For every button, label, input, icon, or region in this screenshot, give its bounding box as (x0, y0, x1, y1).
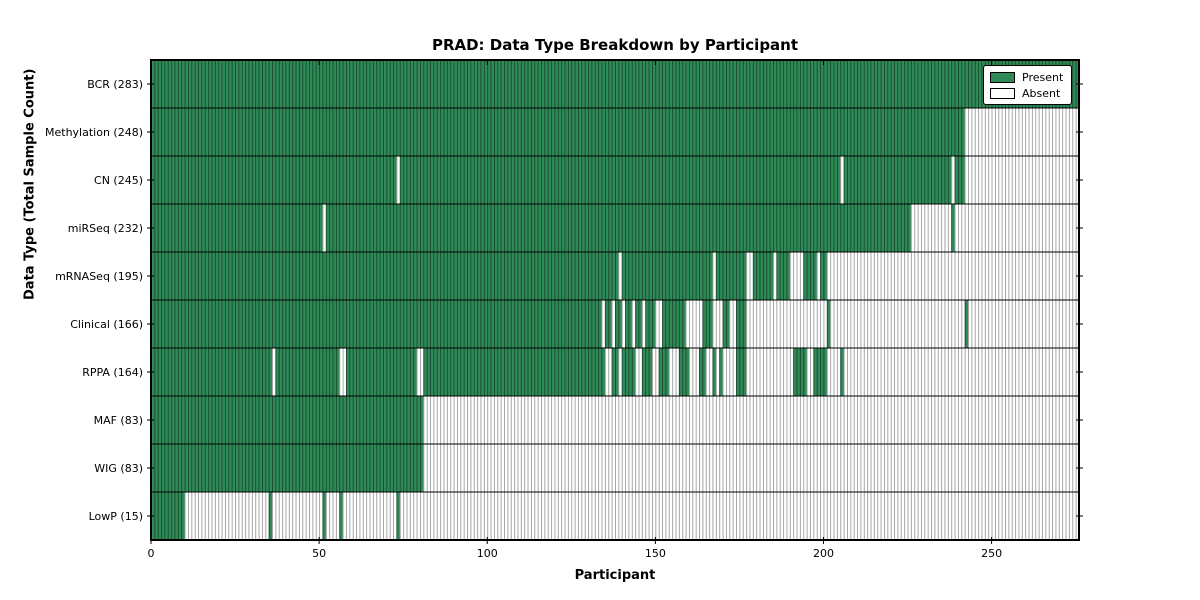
present-segment (151, 300, 602, 348)
present-segment (954, 156, 965, 204)
present-segment (719, 348, 723, 396)
present-segment (151, 396, 424, 444)
x-tick-label: 100 (477, 547, 498, 560)
present-segment (423, 348, 605, 396)
present-segment (615, 300, 622, 348)
x-tick-label: 250 (981, 547, 1002, 560)
present-segment (702, 300, 713, 348)
present-segment (396, 492, 400, 540)
legend-present-label: Present (1022, 70, 1064, 84)
present-segment (339, 492, 343, 540)
row-label: RPPA (164) (82, 366, 143, 379)
present-segment (151, 252, 619, 300)
legend-entry-absent: Absent (990, 86, 1065, 100)
row-RPPA (151, 348, 1079, 396)
present-segment (826, 300, 831, 348)
present-segment (635, 300, 642, 348)
present-segment (752, 252, 774, 300)
x-tick-label: 0 (148, 547, 155, 560)
row-Clinical (151, 300, 1079, 348)
present-segment (840, 348, 844, 396)
present-segment (658, 348, 669, 396)
present-segment (611, 348, 619, 396)
row-CN (151, 156, 1079, 204)
present-segment (399, 156, 841, 204)
chart-title: PRAD: Data Type Breakdown by Participant (431, 36, 799, 54)
x-tick-label: 150 (645, 547, 666, 560)
plot-border (150, 59, 1080, 541)
present-segment (843, 156, 952, 204)
present-segment (268, 492, 273, 540)
x-tick-label: 200 (813, 547, 834, 560)
present-segment (151, 60, 1079, 108)
row-label: WIG (83) (94, 462, 143, 475)
row-miRSeq (151, 204, 1079, 252)
x-axis-title: Participant (574, 568, 656, 583)
present-segment (621, 252, 713, 300)
present-segment (813, 348, 827, 396)
present-segment (151, 156, 397, 204)
row-mRNASeq (151, 252, 1079, 300)
row-label: LowP (15) (89, 510, 143, 523)
present-segment (803, 252, 817, 300)
present-segment (621, 348, 636, 396)
present-segment (322, 492, 326, 540)
present-segment (776, 252, 790, 300)
legend: Present Absent (983, 65, 1072, 105)
present-segment (951, 204, 955, 252)
present-segment (645, 300, 656, 348)
present-segment (151, 108, 965, 156)
present-segment (275, 348, 340, 396)
present-segment (151, 348, 273, 396)
row-WIG (151, 444, 1079, 492)
row-label: miRSeq (232) (68, 222, 143, 235)
present-segment (662, 300, 686, 348)
present-segment (699, 348, 706, 396)
present-segment (151, 204, 323, 252)
present-segment (712, 348, 716, 396)
row-label: mRNASeq (195) (55, 270, 143, 283)
present-segment (625, 300, 632, 348)
row-Methylation (151, 108, 1079, 156)
present-segment (964, 300, 969, 348)
row-label: CN (245) (94, 174, 143, 187)
present-segment (325, 204, 911, 252)
legend-absent-label: Absent (1022, 86, 1061, 100)
present-segment (346, 348, 417, 396)
row-BCR (151, 60, 1079, 108)
present-segment (820, 252, 827, 300)
row-label: MAF (83) (94, 414, 143, 427)
row-label: Clinical (166) (70, 318, 143, 331)
legend-entry-present: Present (990, 70, 1065, 84)
row-LowP (151, 492, 1079, 540)
present-segment (722, 300, 730, 348)
row-label: Methylation (248) (45, 126, 143, 139)
legend-absent-swatch (990, 87, 1015, 99)
present-segment (715, 252, 747, 300)
present-segment (604, 300, 612, 348)
x-tick-label: 50 (312, 547, 326, 560)
row-label: BCR (283) (87, 78, 143, 91)
present-segment (151, 492, 185, 540)
present-segment (736, 348, 747, 396)
present-segment (736, 300, 747, 348)
present-segment (151, 444, 424, 492)
present-segment (641, 348, 652, 396)
legend-present-swatch (990, 71, 1015, 83)
present-segment (793, 348, 807, 396)
row-MAF (151, 396, 1079, 444)
absent-track (151, 492, 1079, 540)
present-segment (678, 348, 689, 396)
